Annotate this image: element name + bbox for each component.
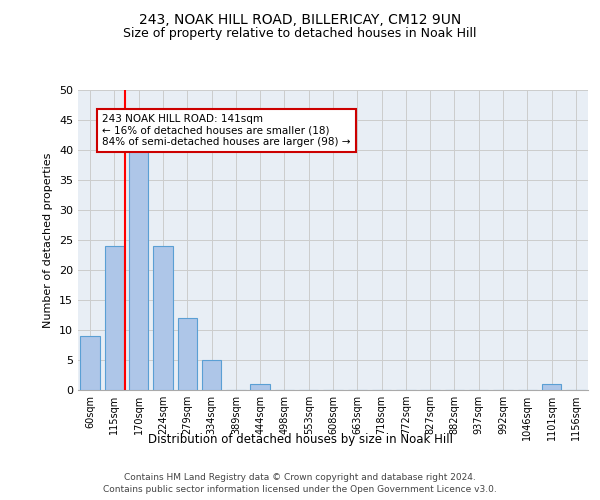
Text: Size of property relative to detached houses in Noak Hill: Size of property relative to detached ho… bbox=[123, 28, 477, 40]
Bar bbox=[105, 246, 124, 390]
Bar bbox=[202, 360, 221, 390]
Bar bbox=[80, 336, 100, 390]
Bar bbox=[178, 318, 197, 390]
Text: Contains HM Land Registry data © Crown copyright and database right 2024.: Contains HM Land Registry data © Crown c… bbox=[124, 472, 476, 482]
Bar bbox=[542, 384, 561, 390]
Text: 243, NOAK HILL ROAD, BILLERICAY, CM12 9UN: 243, NOAK HILL ROAD, BILLERICAY, CM12 9U… bbox=[139, 12, 461, 26]
Text: 243 NOAK HILL ROAD: 141sqm
← 16% of detached houses are smaller (18)
84% of semi: 243 NOAK HILL ROAD: 141sqm ← 16% of deta… bbox=[102, 114, 351, 147]
Text: Distribution of detached houses by size in Noak Hill: Distribution of detached houses by size … bbox=[148, 432, 452, 446]
Bar bbox=[250, 384, 270, 390]
Bar bbox=[153, 246, 173, 390]
Text: Contains public sector information licensed under the Open Government Licence v3: Contains public sector information licen… bbox=[103, 485, 497, 494]
Bar bbox=[129, 144, 148, 390]
Y-axis label: Number of detached properties: Number of detached properties bbox=[43, 152, 53, 328]
